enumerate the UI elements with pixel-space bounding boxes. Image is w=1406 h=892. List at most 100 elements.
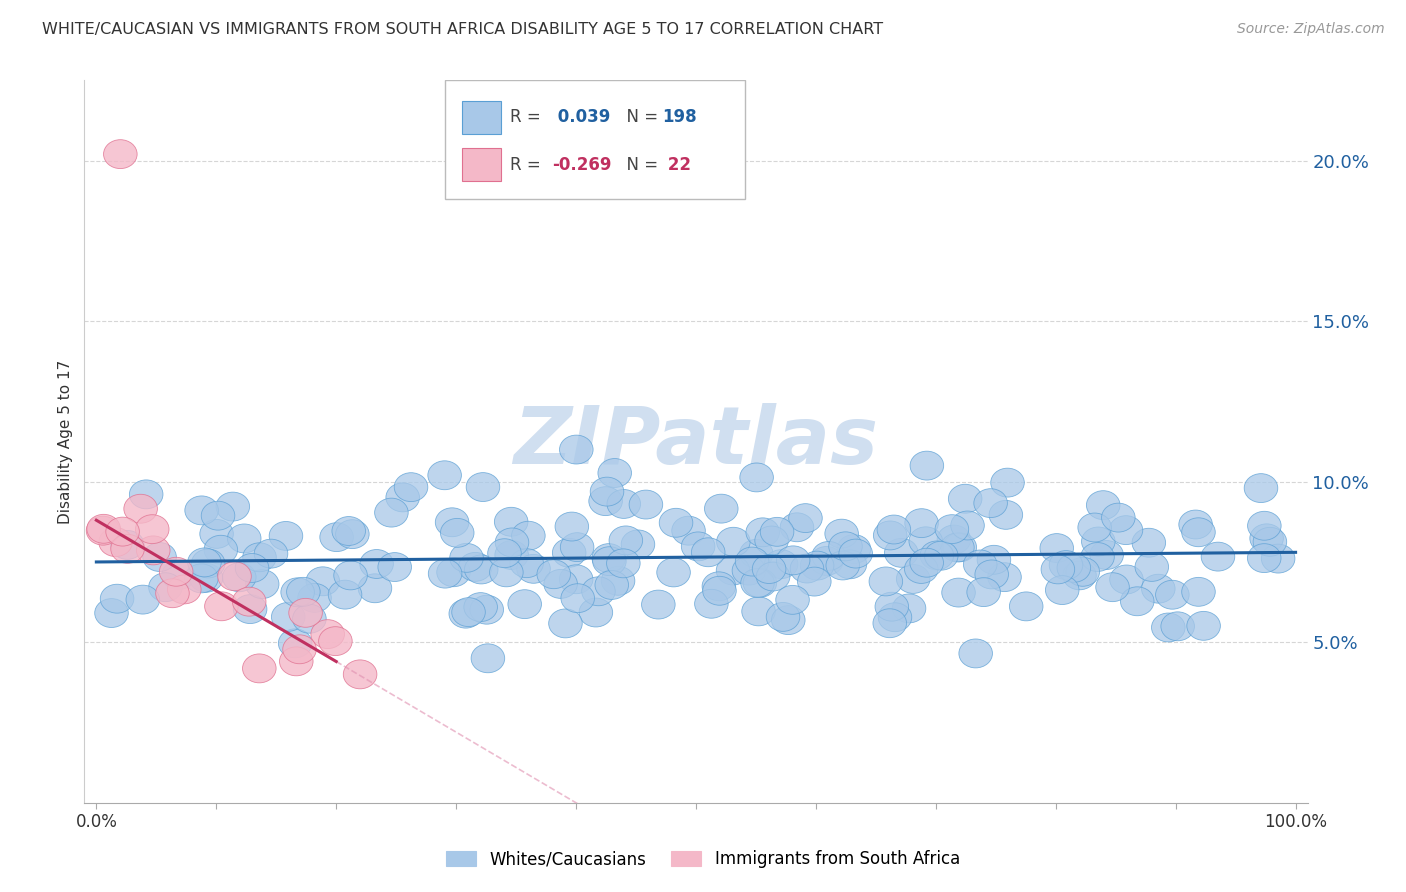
- Ellipse shape: [437, 558, 471, 587]
- Ellipse shape: [1187, 611, 1220, 640]
- Ellipse shape: [672, 516, 706, 545]
- Ellipse shape: [659, 508, 693, 537]
- Ellipse shape: [191, 549, 225, 578]
- Ellipse shape: [360, 549, 394, 578]
- Ellipse shape: [910, 549, 943, 577]
- Text: Source: ZipAtlas.com: Source: ZipAtlas.com: [1237, 22, 1385, 37]
- Ellipse shape: [988, 563, 1021, 591]
- Ellipse shape: [544, 569, 578, 599]
- Ellipse shape: [217, 492, 250, 521]
- Ellipse shape: [735, 547, 769, 576]
- Ellipse shape: [790, 554, 824, 583]
- Ellipse shape: [879, 603, 911, 632]
- Ellipse shape: [100, 584, 134, 613]
- Ellipse shape: [1152, 613, 1185, 642]
- Ellipse shape: [752, 555, 786, 583]
- Ellipse shape: [925, 541, 957, 570]
- Ellipse shape: [1101, 503, 1135, 532]
- Ellipse shape: [905, 508, 938, 538]
- Ellipse shape: [607, 490, 641, 518]
- Text: R =: R =: [510, 155, 546, 174]
- Ellipse shape: [129, 480, 163, 508]
- Ellipse shape: [555, 512, 589, 541]
- Ellipse shape: [766, 602, 800, 632]
- Legend: Whites/Caucasians, Immigrants from South Africa: Whites/Caucasians, Immigrants from South…: [440, 844, 966, 875]
- Ellipse shape: [104, 140, 138, 169]
- Ellipse shape: [717, 527, 751, 557]
- Ellipse shape: [839, 539, 873, 568]
- Ellipse shape: [517, 554, 550, 583]
- Ellipse shape: [167, 575, 201, 604]
- Ellipse shape: [449, 599, 482, 628]
- Ellipse shape: [471, 644, 505, 673]
- Text: R =: R =: [510, 109, 546, 127]
- Ellipse shape: [797, 567, 831, 596]
- Ellipse shape: [1250, 524, 1284, 553]
- Ellipse shape: [105, 517, 139, 546]
- Ellipse shape: [920, 541, 953, 570]
- Ellipse shape: [283, 635, 316, 664]
- Ellipse shape: [489, 558, 523, 587]
- Ellipse shape: [561, 533, 593, 562]
- Ellipse shape: [280, 647, 314, 676]
- Ellipse shape: [869, 567, 903, 596]
- Ellipse shape: [592, 543, 626, 573]
- Ellipse shape: [205, 592, 238, 621]
- Ellipse shape: [873, 521, 907, 549]
- Text: 22: 22: [662, 155, 690, 174]
- Ellipse shape: [1178, 510, 1212, 539]
- Ellipse shape: [136, 536, 170, 565]
- Ellipse shape: [598, 458, 631, 487]
- Ellipse shape: [243, 543, 277, 572]
- Ellipse shape: [1135, 552, 1168, 582]
- Ellipse shape: [156, 579, 190, 607]
- Ellipse shape: [1095, 573, 1129, 601]
- Ellipse shape: [127, 585, 160, 614]
- Ellipse shape: [606, 549, 640, 578]
- Ellipse shape: [1253, 527, 1286, 557]
- Ellipse shape: [825, 551, 859, 580]
- Ellipse shape: [742, 597, 775, 626]
- Ellipse shape: [875, 592, 908, 621]
- FancyBboxPatch shape: [463, 101, 502, 134]
- Ellipse shape: [908, 527, 942, 556]
- Ellipse shape: [959, 639, 993, 668]
- Ellipse shape: [837, 534, 870, 564]
- Ellipse shape: [682, 532, 714, 561]
- Ellipse shape: [1109, 565, 1143, 594]
- Ellipse shape: [311, 620, 344, 648]
- Ellipse shape: [436, 508, 468, 537]
- Ellipse shape: [893, 594, 925, 623]
- Text: N =: N =: [616, 155, 664, 174]
- Ellipse shape: [553, 538, 586, 567]
- Ellipse shape: [789, 504, 823, 533]
- Ellipse shape: [427, 461, 461, 490]
- Ellipse shape: [1109, 516, 1143, 545]
- Text: 198: 198: [662, 109, 696, 127]
- Ellipse shape: [991, 468, 1025, 497]
- Ellipse shape: [825, 519, 859, 548]
- Ellipse shape: [159, 558, 193, 586]
- Ellipse shape: [512, 521, 546, 550]
- Ellipse shape: [429, 559, 463, 588]
- Ellipse shape: [950, 511, 984, 540]
- Ellipse shape: [464, 592, 498, 622]
- Ellipse shape: [776, 585, 810, 615]
- Ellipse shape: [579, 598, 613, 627]
- Ellipse shape: [592, 547, 626, 575]
- Ellipse shape: [495, 528, 529, 557]
- Ellipse shape: [319, 523, 353, 551]
- Ellipse shape: [232, 587, 266, 616]
- Ellipse shape: [560, 565, 593, 594]
- Ellipse shape: [884, 539, 918, 567]
- Ellipse shape: [609, 526, 643, 555]
- Ellipse shape: [149, 573, 183, 602]
- FancyBboxPatch shape: [463, 148, 502, 181]
- Ellipse shape: [1081, 542, 1115, 572]
- Ellipse shape: [741, 568, 775, 598]
- Ellipse shape: [1181, 577, 1215, 607]
- Ellipse shape: [595, 571, 628, 599]
- Ellipse shape: [591, 477, 624, 506]
- Ellipse shape: [333, 561, 367, 590]
- Ellipse shape: [288, 599, 322, 627]
